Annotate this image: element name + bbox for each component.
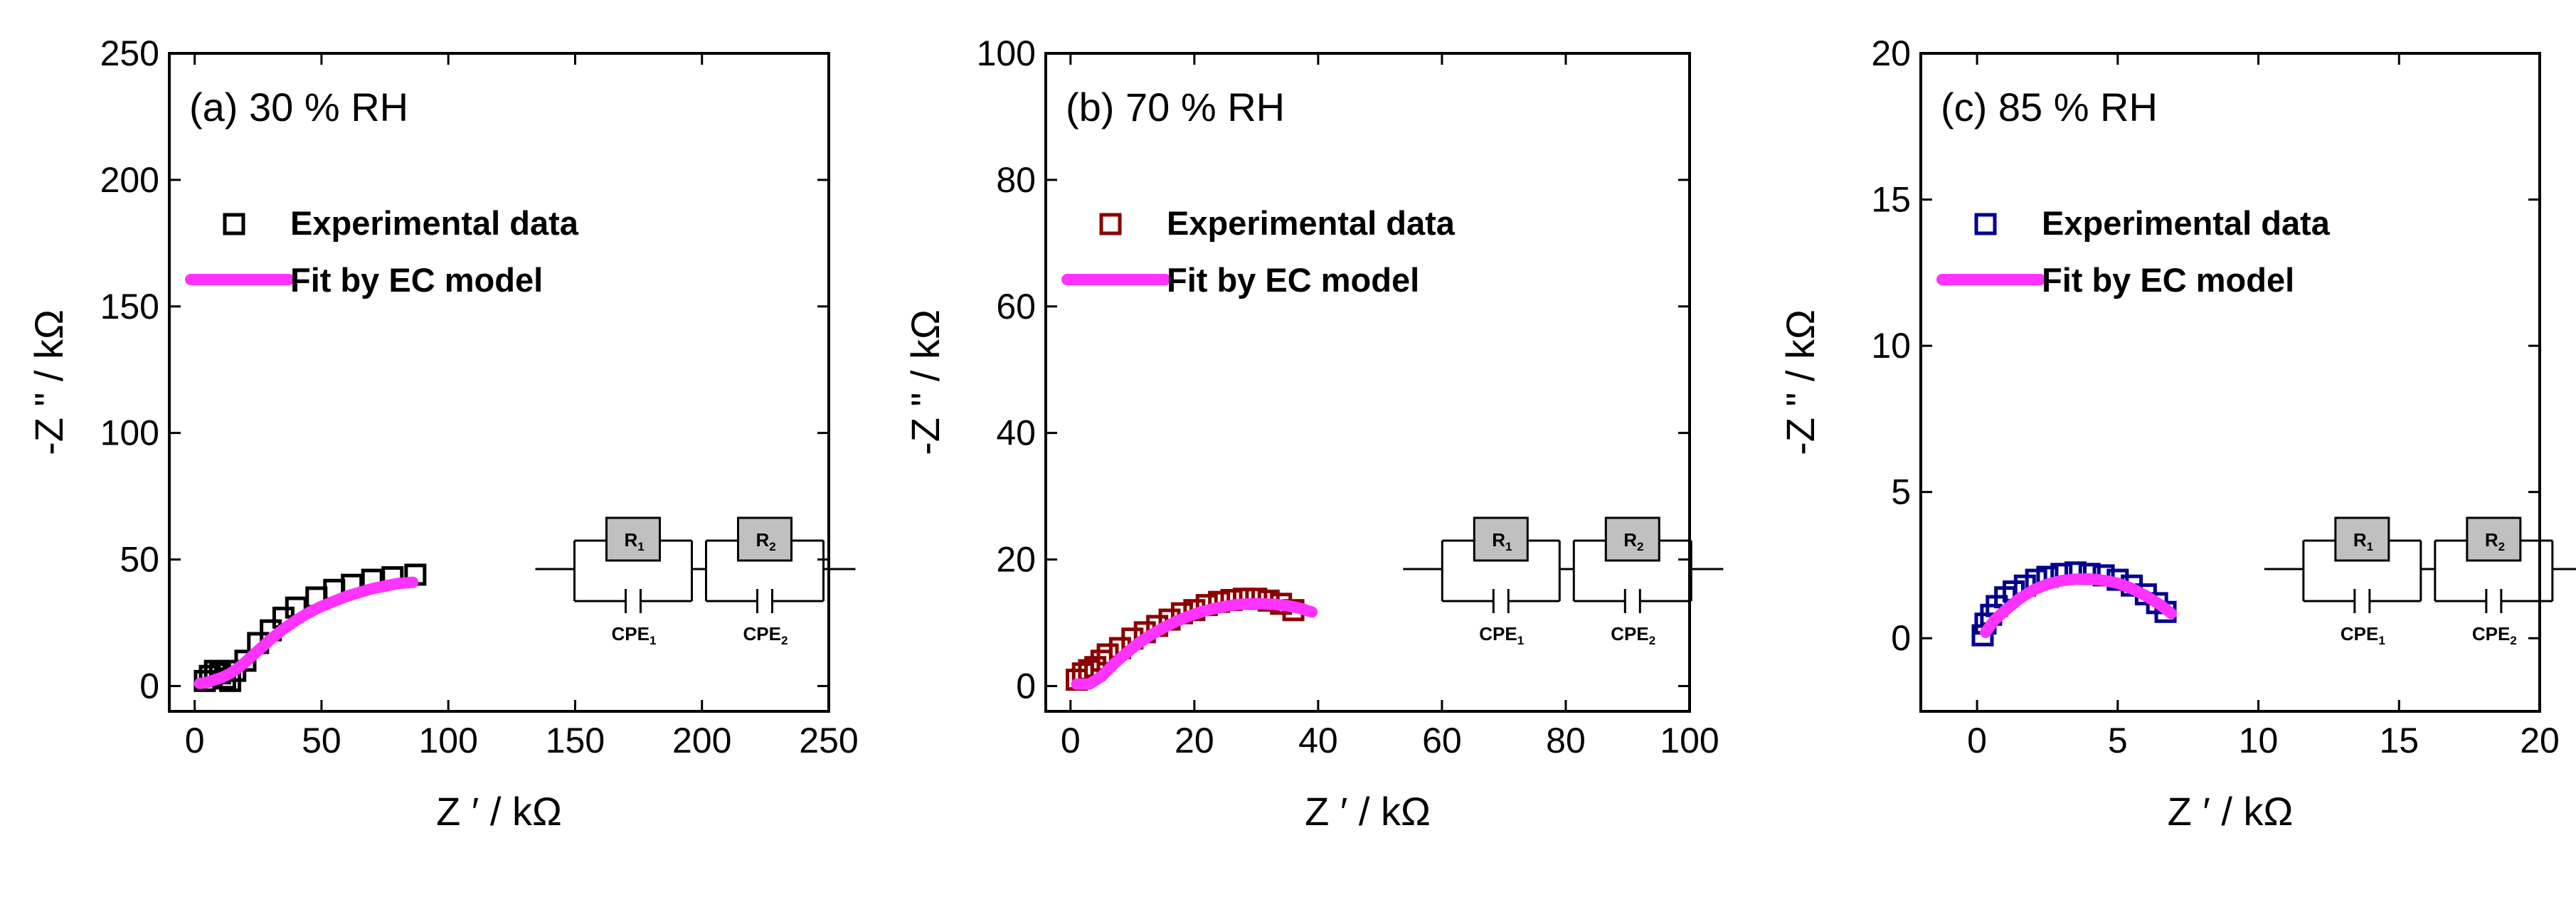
resistor-box xyxy=(2466,516,2522,562)
x-tick-label: 0 xyxy=(185,721,205,760)
x-tick-label: 50 xyxy=(302,721,341,760)
legend-label: Experimental data xyxy=(290,204,579,242)
y-tick-label: 60 xyxy=(996,287,1036,327)
y-tick-label: 50 xyxy=(120,540,159,580)
x-tick-label: 100 xyxy=(418,721,477,760)
legend-marker-square xyxy=(1974,213,1997,235)
x-tick-label: 15 xyxy=(2379,721,2419,760)
y-tick-label: 10 xyxy=(1871,326,1911,366)
panel-label: (c) 85 % RH xyxy=(1941,85,2158,129)
x-tick-label: 100 xyxy=(1660,721,1719,760)
x-axis-title: Z ′ / kΩ xyxy=(1305,789,1431,834)
chart-panel-3: 0 5 10 15 20 0 5 10 15 20 Z ′ / kΩ -Z " / kΩ (c) 85 … xyxy=(1778,33,2576,834)
x-tick-label: 150 xyxy=(546,721,605,760)
resistor-box xyxy=(736,516,793,562)
y-tick-label: 200 xyxy=(100,160,159,200)
cpe-label: CPE1 xyxy=(2341,623,2385,647)
resistor-box xyxy=(1604,516,1660,562)
cpe-label: CPE2 xyxy=(2472,623,2517,647)
y-tick-label: 40 xyxy=(996,413,1036,453)
x-tick-label: 0 xyxy=(1967,721,1987,760)
x-tick-label: 5 xyxy=(2108,721,2128,760)
panel-label: (a) 30 % RH xyxy=(189,85,408,129)
fit-line xyxy=(1071,598,1318,690)
x-tick-label: 20 xyxy=(2520,721,2560,760)
legend-label: Fit by EC model xyxy=(1167,261,1419,299)
y-tick-label: 0 xyxy=(1016,666,1036,706)
y-tick-label: 15 xyxy=(1871,180,1911,220)
chart-panel-2: 0 20 40 60 80 100 0 20 40 60 80 100 Z ′ / kΩ -Z " / k… xyxy=(903,33,1724,834)
cpe-label: CPE2 xyxy=(1611,623,1655,647)
x-tick-label: 40 xyxy=(1298,721,1338,760)
legend-label: Fit by EC model xyxy=(2042,261,2294,299)
resistor-box xyxy=(2334,516,2390,562)
y-tick-label: 5 xyxy=(1891,472,1911,512)
x-axis-title: Z ′ / kΩ xyxy=(436,789,562,834)
y-tick-label: 80 xyxy=(996,160,1036,200)
fit-line xyxy=(1980,573,2177,638)
x-tick-label: 10 xyxy=(2239,721,2279,760)
x-tick-label: 20 xyxy=(1175,721,1214,760)
y-tick-label: 20 xyxy=(1871,33,1911,73)
resistor-box xyxy=(605,516,661,562)
cpe-label: CPE1 xyxy=(611,623,656,647)
cpe-label: CPE1 xyxy=(1479,623,1524,647)
cpe-label: CPE2 xyxy=(743,623,788,647)
y-tick-label: 250 xyxy=(100,33,159,73)
plot-frame xyxy=(168,52,830,713)
panel-label: (b) 70 % RH xyxy=(1066,85,1285,129)
y-tick-label: 0 xyxy=(1891,618,1911,658)
fit-line xyxy=(194,576,419,689)
y-axis-title: -Z " / kΩ xyxy=(26,309,71,455)
x-tick-label: 200 xyxy=(672,721,731,760)
y-tick-label: 150 xyxy=(100,287,159,327)
y-axis-title: -Z " / kΩ xyxy=(903,309,948,455)
resistor-box xyxy=(1473,516,1529,562)
data-point xyxy=(1971,624,1994,647)
y-tick-label: 20 xyxy=(996,540,1036,580)
plot-frame xyxy=(1044,52,1691,713)
chart-panel-1: 0 50 100 150 200 250 0 50 100 150 200 250 Z ′ / kΩ -Z… xyxy=(26,33,859,834)
x-axis-title: Z ′ / kΩ xyxy=(2168,789,2294,834)
legend-label: Experimental data xyxy=(1167,204,1456,242)
y-axis-title: -Z " / kΩ xyxy=(1778,309,1823,455)
x-tick-label: 60 xyxy=(1422,721,1462,760)
y-tick-label: 0 xyxy=(139,666,159,706)
x-tick-label: 0 xyxy=(1061,721,1081,760)
y-tick-label: 100 xyxy=(100,413,159,453)
legend-marker-square xyxy=(1099,213,1122,235)
legend-label: Experimental data xyxy=(2042,204,2331,242)
legend-label: Fit by EC model xyxy=(290,261,543,299)
legend-marker-square xyxy=(223,213,245,235)
x-tick-label: 250 xyxy=(799,721,858,760)
y-tick-label: 100 xyxy=(977,33,1036,73)
plot-frame xyxy=(1919,52,2541,713)
x-tick-label: 80 xyxy=(1546,721,1586,760)
